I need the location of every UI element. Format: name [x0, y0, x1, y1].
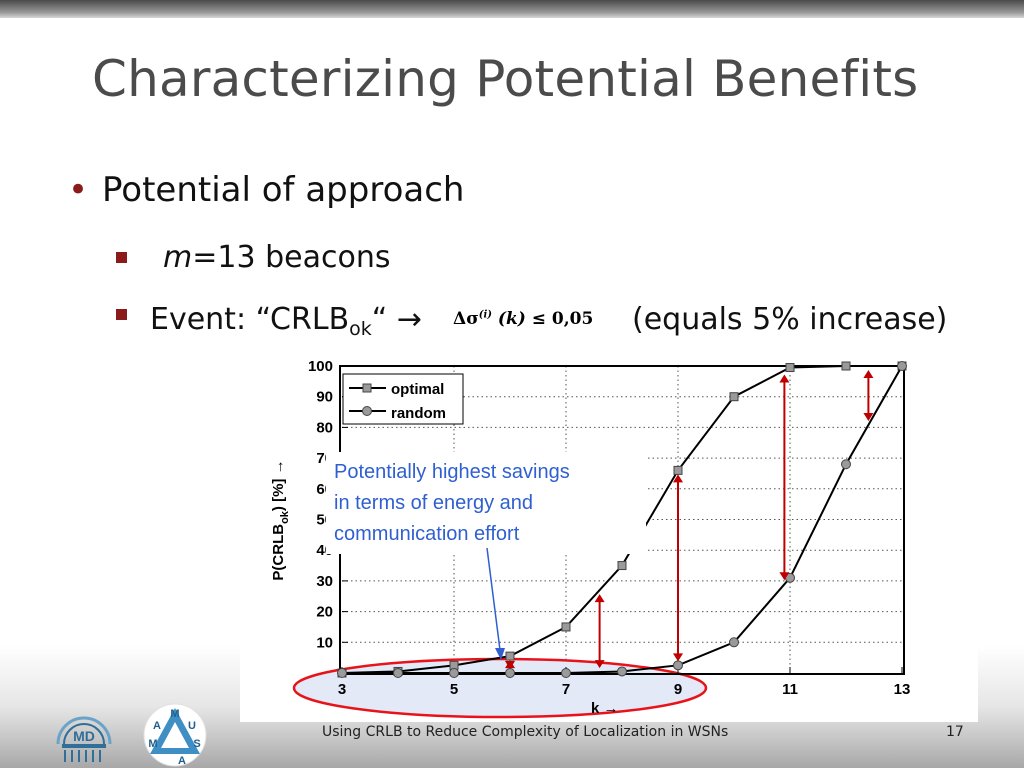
point-random [561, 668, 571, 678]
legend: optimal random [342, 373, 464, 425]
bullet-level1: • Potential of approach [68, 170, 464, 210]
x-axis-label: k → [591, 700, 619, 717]
square-bullet-icon [116, 252, 127, 263]
event-arrow: “ → [371, 302, 423, 337]
x-tick-label: 13 [894, 681, 911, 698]
legend-label-optimal: optimal [391, 381, 444, 398]
y-tick-label: 10 [316, 634, 333, 651]
y-axis-label: P(CRLBok) [%] → [270, 459, 291, 580]
point-optimal [785, 363, 795, 373]
highlight-ellipse [292, 657, 708, 719]
event-text: Event: “CRLB [150, 302, 350, 337]
svg-text:S: S [193, 738, 200, 750]
svg-text:MD: MD [73, 728, 95, 744]
square-bullet-icon [116, 309, 127, 320]
equals-text: (equals 5% increase) [632, 302, 948, 337]
difference-arrowhead-up [863, 370, 874, 378]
y-tick-label: 90 [316, 389, 333, 406]
md-logo: MD [52, 704, 116, 768]
y-tick-label: 100 [308, 358, 333, 375]
legend-label-random: random [391, 405, 446, 422]
difference-arrowhead-down [779, 572, 790, 581]
difference-arrowhead-down [673, 653, 683, 662]
top-bar [0, 0, 1024, 18]
annotation-arrow [486, 547, 501, 651]
point-random [729, 637, 739, 648]
y-tick-label: 30 [316, 573, 333, 590]
difference-arrowhead-down [594, 660, 605, 669]
point-optimal [729, 392, 739, 402]
annotation-line-1: Potentially highest savings [334, 461, 570, 483]
point-random [449, 668, 459, 678]
annotation-line-3: communication effort [334, 523, 520, 545]
svg-text:A: A [178, 755, 186, 767]
difference-arrowhead-up [673, 474, 683, 483]
point-random [505, 668, 515, 678]
bullet-beacons: m=13 beacons [163, 240, 390, 275]
bullet-event: Event: “CRLBok“ → [150, 302, 422, 340]
svg-text:M: M [148, 738, 157, 750]
difference-arrowhead-down [863, 412, 874, 421]
difference-arrowhead-up [594, 594, 605, 603]
difference-arrowhead-down [505, 661, 515, 669]
formula-superscript: (i) [478, 309, 492, 321]
musama-logo: M U S A M A [142, 702, 208, 768]
svg-text:M: M [170, 708, 179, 720]
y-axis-label-pre: P(CRLB [270, 524, 287, 581]
point-random [841, 459, 851, 470]
x-tick-label: 11 [782, 681, 798, 698]
formula-k: (k) [497, 309, 526, 329]
chart-container: 3 5 7 9 11 13 10 20 30 40 50 60 70 80 90 100 optimal ra… [240, 354, 978, 722]
formula-delta-sigma: Δσ [453, 309, 479, 329]
page-number: 17 [946, 724, 964, 740]
formula: Δσ(i) (k) ≤ 0,05 [453, 309, 593, 329]
slide-title: Characterizing Potential Benefits [92, 50, 919, 108]
y-axis-label-post: ) [%] → [270, 459, 287, 511]
y-axis-label-sub: ok [279, 510, 291, 524]
legend-square-icon [362, 383, 372, 393]
point-random [337, 668, 347, 678]
point-random [617, 666, 627, 677]
annotation-arrowhead [495, 648, 505, 660]
point-random [673, 660, 683, 671]
point-optimal [505, 651, 515, 661]
svg-text:A: A [153, 720, 161, 732]
x-tick-label: 5 [450, 681, 458, 698]
point-optimal [673, 465, 683, 475]
point-optimal [617, 561, 627, 571]
svg-text:U: U [188, 720, 196, 732]
bullet-level1-text: Potential of approach [102, 170, 465, 210]
point-random [393, 668, 403, 678]
series-layer [337, 361, 907, 678]
point-optimal [561, 622, 571, 632]
difference-arrows [505, 370, 874, 669]
beacons-text: =13 beacons [192, 240, 391, 275]
x-tick-label: 9 [674, 681, 682, 698]
annotation-box [326, 452, 646, 554]
difference-arrowhead-up [779, 374, 790, 383]
formula-condition: ≤ 0,05 [531, 309, 594, 329]
y-tick-label: 80 [316, 419, 333, 436]
legend-box [342, 373, 464, 425]
bullet-dot-icon: • [68, 170, 89, 210]
footer-text: Using CRLB to Reduce Complexity of Local… [322, 724, 729, 740]
point-optimal [841, 361, 851, 371]
y-tick-label: 20 [316, 604, 333, 621]
legend-circle-icon [362, 406, 372, 416]
variable-m: m [163, 240, 193, 275]
point-random [897, 361, 907, 371]
annotation-line-2: in terms of energy and [334, 492, 533, 514]
x-tick-label: 3 [338, 681, 346, 698]
event-subscript: ok [349, 318, 372, 340]
x-tick-label: 7 [562, 681, 570, 698]
